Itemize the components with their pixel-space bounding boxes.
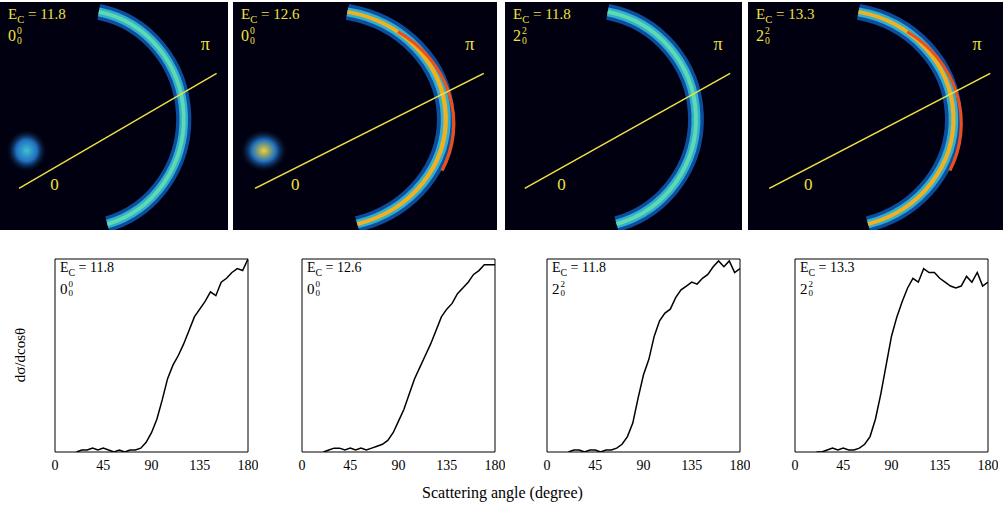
html-text:0: 0 — [68, 288, 73, 298]
html-text:EC= 11.8: EC= 11.8 — [552, 260, 606, 278]
html-text:0: 0 — [17, 25, 22, 36]
html-text:0: 0 — [68, 279, 73, 289]
svg-text:180: 180 — [485, 458, 506, 473]
html-text:π: π — [465, 33, 475, 54]
html-text:0: 0 — [307, 280, 315, 297]
html-text:2: 2 — [513, 26, 521, 44]
html-text:EC= 11.8: EC= 11.8 — [8, 6, 66, 25]
svg-text:0: 0 — [544, 458, 551, 473]
html-text:EC= 11.8: EC= 11.8 — [513, 6, 571, 25]
html-text:0: 0 — [557, 175, 566, 195]
html-text:0: 0 — [250, 25, 255, 36]
svg-text:90: 90 — [885, 458, 899, 473]
svg-text:0: 0 — [52, 458, 59, 473]
html-text:0: 0 — [250, 34, 255, 46]
svg-text:135: 135 — [189, 458, 210, 473]
html-text:π: π — [972, 33, 982, 54]
html-text:π: π — [200, 33, 210, 54]
html-text:2: 2 — [765, 25, 770, 36]
html-text:0: 0 — [315, 288, 320, 298]
html-text:dσ/dcosθ: dσ/dcosθ — [12, 327, 28, 383]
html-text:2: 2 — [560, 279, 565, 289]
html-text:Scattering angle (degree): Scattering angle (degree) — [422, 484, 583, 501]
svg-text:0: 0 — [792, 458, 799, 473]
html-text:EC= 13.3: EC= 13.3 — [756, 6, 815, 25]
svg-text:135: 135 — [436, 458, 457, 473]
svg-text:45: 45 — [588, 458, 602, 473]
html-text:2: 2 — [522, 25, 527, 36]
html-text:EC= 11.8: EC= 11.8 — [60, 260, 114, 278]
html-text:0: 0 — [560, 288, 565, 298]
html-text:EC= 13.3: EC= 13.3 — [800, 260, 855, 278]
html-text:0: 0 — [17, 34, 22, 46]
html-text:2: 2 — [800, 280, 808, 297]
html-text:EC= 12.6: EC= 12.6 — [241, 6, 300, 25]
svg-text:45: 45 — [836, 458, 850, 473]
html-text:2: 2 — [756, 26, 764, 44]
html-text:π: π — [713, 33, 723, 54]
svg-text:135: 135 — [929, 458, 950, 473]
svg-text:180: 180 — [238, 458, 259, 473]
html-text:0: 0 — [808, 288, 813, 298]
html-text:0: 0 — [8, 26, 16, 44]
html-text:2: 2 — [552, 280, 560, 297]
html-text:0: 0 — [50, 175, 59, 195]
svg-text:135: 135 — [681, 458, 702, 473]
html-text:0: 0 — [291, 175, 300, 195]
svg-text:90: 90 — [392, 458, 406, 473]
svg-text:0: 0 — [299, 458, 306, 473]
html-text:0: 0 — [804, 175, 813, 195]
svg-text:180: 180 — [978, 458, 999, 473]
html-text:0: 0 — [522, 34, 527, 46]
svg-text:45: 45 — [96, 458, 110, 473]
svg-text:180: 180 — [730, 458, 751, 473]
html-text:EC= 12.6: EC= 12.6 — [307, 260, 362, 278]
html-text:0: 0 — [60, 280, 68, 297]
svg-text:45: 45 — [343, 458, 357, 473]
html-text:0: 0 — [241, 26, 249, 44]
html-text:0: 0 — [765, 34, 770, 46]
svg-text:90: 90 — [145, 458, 159, 473]
html-text:2: 2 — [808, 279, 813, 289]
svg-text:90: 90 — [637, 458, 651, 473]
html-text:0: 0 — [315, 279, 320, 289]
